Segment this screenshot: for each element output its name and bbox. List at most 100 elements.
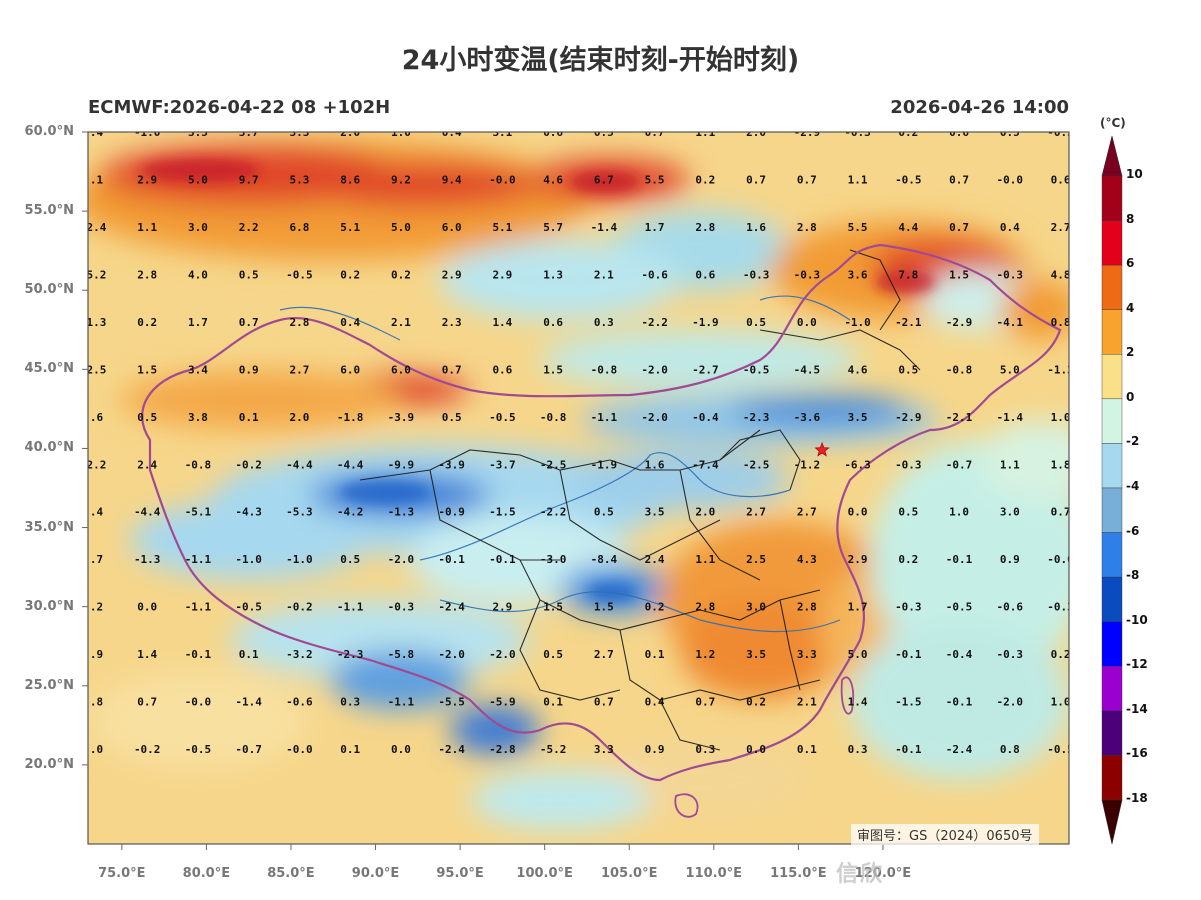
- rivers: [279, 295, 851, 633]
- grid-value: 0.1: [645, 648, 665, 661]
- grid-value: 3.3: [289, 126, 309, 139]
- latitude-ticks: [82, 131, 88, 766]
- grid-value: -1.1: [185, 553, 212, 566]
- grid-value: 0.2: [340, 268, 360, 281]
- grid-value: 6.8: [289, 221, 309, 234]
- colorbar-band: [1101, 576, 1123, 622]
- grid-value: 0.4: [645, 696, 665, 709]
- grid-value: 2.2: [87, 458, 107, 471]
- grid-value: -0.1: [946, 553, 973, 566]
- grid-value: 1.5: [137, 363, 157, 376]
- grid-value: -1.3: [134, 553, 161, 566]
- colorbar-band: [1101, 710, 1123, 756]
- grid-value: 5.0: [188, 173, 208, 186]
- grid-value: 3.6: [848, 268, 868, 281]
- grid-value: -0.1: [185, 648, 212, 661]
- grid-value: .2: [90, 601, 103, 614]
- grid-value: -0.5: [946, 601, 973, 614]
- grid-value: 0.7: [137, 696, 157, 709]
- grid-value: -1.0: [134, 126, 161, 139]
- grid-value: 0.7: [1051, 506, 1071, 519]
- grid-value: -4.3: [235, 506, 262, 519]
- grid-value: -1.5: [895, 696, 922, 709]
- grid-value: 2.1: [594, 268, 614, 281]
- grid-value: 2.8: [695, 601, 715, 614]
- grid-value: -0.3: [1047, 601, 1074, 614]
- grid-value: -0.5: [1047, 126, 1074, 139]
- colorbar-tick-label: -8: [1126, 568, 1140, 583]
- lon-tick-label: 120.0°E: [854, 866, 912, 881]
- grid-value: 2.7: [1051, 221, 1071, 234]
- grid-value: 4.3: [797, 553, 817, 566]
- grid-value: 0.2: [645, 601, 665, 614]
- colorbar-band: [1101, 264, 1123, 310]
- grid-value: -0.2: [286, 601, 313, 614]
- grid-value: -3.6: [794, 411, 821, 424]
- grid-value: 0.3: [848, 743, 868, 756]
- grid-value: -0.3: [794, 268, 821, 281]
- grid-value: -0.6: [997, 601, 1024, 614]
- grid-value: 2.2: [239, 221, 259, 234]
- grid-value: 3.5: [746, 648, 766, 661]
- grid-value: 0.0: [797, 316, 817, 329]
- grid-value: 5.0: [1000, 363, 1020, 376]
- grid-value: -2.5: [540, 458, 567, 471]
- grid-value: -2.3: [337, 648, 364, 661]
- grid-value: 3.1: [492, 126, 512, 139]
- grid-value: -0.8: [540, 411, 567, 424]
- grid-value: 0.6: [543, 316, 563, 329]
- grid-value: 1.6: [746, 221, 766, 234]
- grid-value: 0.4: [1000, 221, 1020, 234]
- grid-value: 3.5: [645, 506, 665, 519]
- grid-value: -0.6: [641, 268, 668, 281]
- grid-value: -0.5: [743, 363, 770, 376]
- grid-value: 1.4: [492, 316, 512, 329]
- grid-value: 5.1: [340, 221, 360, 234]
- grid-value: -2.0: [641, 411, 668, 424]
- grid-value: -1.5: [489, 506, 516, 519]
- colorbar-unit: (°C): [1100, 116, 1126, 130]
- grid-value: 0.1: [239, 411, 259, 424]
- grid-value: 2.0: [746, 126, 766, 139]
- grid-value: -2.0: [388, 553, 415, 566]
- grid-value: 9.2: [391, 173, 411, 186]
- colorbar-band: [1101, 666, 1123, 712]
- grid-value: 6.0: [340, 363, 360, 376]
- grid-value: -0.5: [185, 743, 212, 756]
- lat-tick-label: 60.0°N: [24, 124, 74, 139]
- grid-value: -0.1: [895, 743, 922, 756]
- grid-value: 4.6: [848, 363, 868, 376]
- grid-value: -5.2: [540, 743, 567, 756]
- grid-value: 1.0: [1051, 411, 1071, 424]
- grid-value: -2.3: [743, 411, 770, 424]
- grid-value: 0.5: [340, 553, 360, 566]
- grid-value: -0.4: [692, 411, 719, 424]
- grid-value: 4.8: [1051, 268, 1071, 281]
- colorbar-tick-label: 2: [1126, 345, 1135, 360]
- grid-value: -3.9: [388, 411, 415, 424]
- grid-value: -0.2: [235, 458, 262, 471]
- grid-value: 0.9: [1000, 553, 1020, 566]
- grid-value: 2.5: [87, 363, 107, 376]
- grid-value: 0.6: [492, 363, 512, 376]
- grid-value: 5.0: [848, 648, 868, 661]
- grid-value: -4.1: [997, 316, 1024, 329]
- grid-value: 3.3: [594, 743, 614, 756]
- colorbar-tick-label: 10: [1126, 167, 1143, 181]
- grid-value: -0.0: [997, 173, 1024, 186]
- grid-value: 0.4: [442, 126, 462, 139]
- grid-value: -0.0: [1047, 553, 1074, 566]
- lon-tick-label: 95.0°E: [436, 866, 484, 881]
- grid-value: -5.1: [185, 506, 212, 519]
- grid-value: -0.0: [185, 696, 212, 709]
- grid-value: 0.6: [949, 126, 969, 139]
- grid-value: -4.2: [337, 506, 364, 519]
- grid-value: 1.4: [848, 696, 868, 709]
- lat-tick-label: 25.0°N: [24, 677, 74, 693]
- grid-value: 0.7: [442, 363, 462, 376]
- lat-tick-label: 20.0°N: [24, 756, 74, 772]
- grid-value: -0.1: [895, 648, 922, 661]
- grid-value: 3.0: [746, 601, 766, 614]
- grid-value: -0.1: [438, 553, 465, 566]
